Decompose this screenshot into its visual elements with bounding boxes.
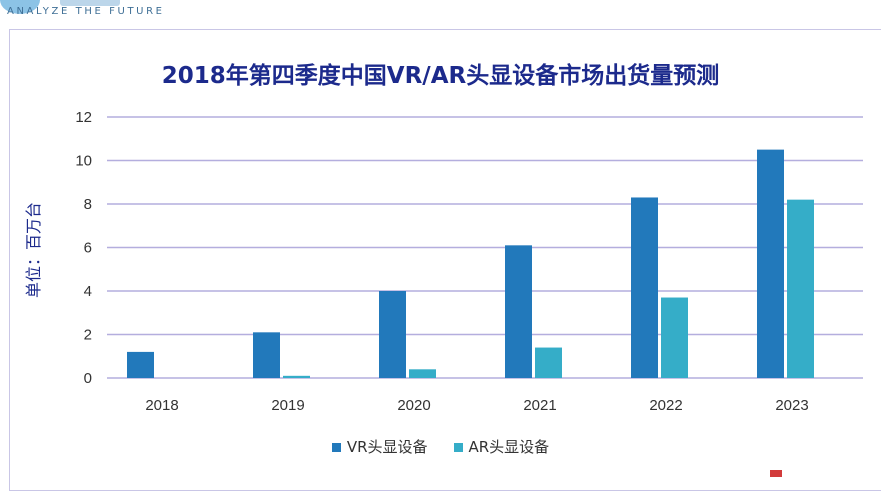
bar-ar-2019 (283, 375, 310, 378)
bar-vr-2019 (253, 332, 280, 378)
bar-ar-2022 (661, 297, 688, 378)
y-tick-label: 4 (84, 283, 92, 300)
legend: VR头显设备 AR头显设备 (0, 436, 881, 457)
y-tick-label: 8 (84, 196, 92, 213)
x-tick-label: 2023 (775, 397, 808, 414)
x-tick-label: 2018 (145, 397, 178, 414)
bar-vr-2020 (379, 291, 406, 378)
corner-mark (770, 470, 782, 477)
tagline: ANALYZE THE FUTURE (7, 6, 165, 17)
legend-item-vr: VR头显设备 (331, 436, 428, 457)
legend-swatch-vr (331, 443, 341, 452)
x-tick-label: 2022 (649, 397, 682, 414)
bar-ar-2021 (535, 347, 562, 378)
legend-label-ar: AR头显设备 (468, 438, 550, 456)
bar-ar-2020 (409, 369, 436, 378)
logo-wordmark (60, 0, 120, 6)
chart-title: 2018年第四季度中国VR/AR头显设备市场出货量预测 (161, 63, 720, 89)
x-tick-label: 2020 (397, 397, 430, 414)
logo-icon (0, 0, 40, 14)
y-tick-label: 12 (75, 109, 92, 126)
bar-chart: 0 2 4 6 8 10 12 2018 2019 2020 2021 2022 2023 (75, 109, 863, 414)
y-tick-label: 10 (75, 153, 92, 170)
bar-vr-2018 (127, 351, 154, 378)
y-tick-label: 0 (84, 370, 92, 387)
y-tick-label: 6 (84, 240, 92, 257)
legend-item-ar: AR头显设备 (453, 436, 550, 457)
x-tick-label: 2021 (523, 397, 556, 414)
bar-ar-2023 (787, 199, 814, 378)
legend-swatch-ar (453, 443, 463, 452)
bar-vr-2021 (505, 245, 532, 378)
bar-vr-2022 (631, 197, 658, 378)
y-tick-label: 2 (84, 327, 92, 344)
bar-vr-2023 (757, 149, 784, 378)
legend-label-vr: VR头显设备 (346, 438, 428, 456)
x-tick-label: 2019 (271, 397, 304, 414)
chart-panel (9, 29, 881, 491)
